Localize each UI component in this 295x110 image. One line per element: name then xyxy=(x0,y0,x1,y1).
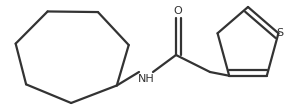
Text: S: S xyxy=(276,28,283,38)
Text: NH: NH xyxy=(138,74,154,84)
Text: O: O xyxy=(174,6,182,16)
